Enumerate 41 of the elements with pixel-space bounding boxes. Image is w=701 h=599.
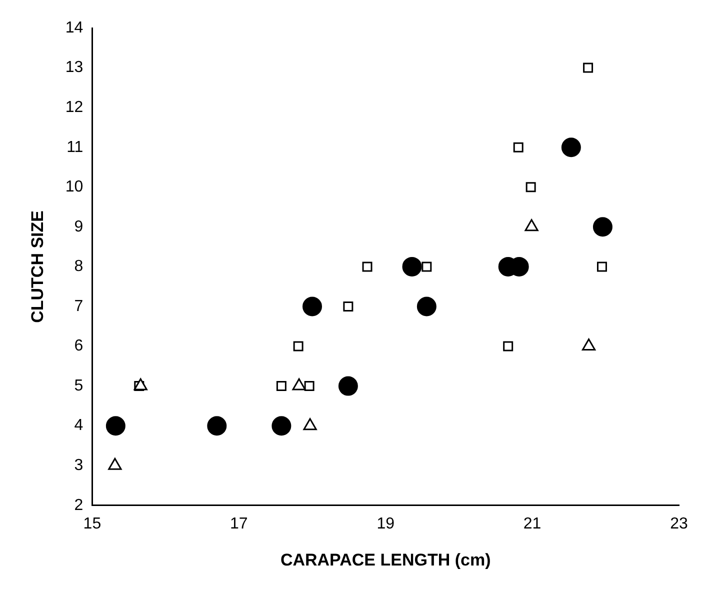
point — [592, 217, 612, 237]
y-tick-label: 11 — [66, 138, 84, 156]
point — [582, 338, 596, 351]
x-axis-title: CARAPACE LENGTH (cm) — [280, 550, 491, 570]
y-tick-label: 14 — [65, 19, 84, 36]
point — [583, 62, 594, 73]
y-tick-label: 7 — [74, 298, 84, 315]
x-tick-label: 15 — [83, 515, 102, 532]
y-tick-label: 4 — [74, 417, 84, 434]
point — [276, 381, 286, 392]
y-tick-label: 10 — [65, 178, 84, 196]
point — [343, 301, 354, 312]
x-tick-label: 21 — [523, 515, 542, 532]
x-tick-label: 23 — [670, 515, 688, 532]
x-tick-label: 17 — [230, 515, 248, 532]
point — [304, 381, 314, 392]
y-tick-label: 13 — [65, 59, 84, 76]
point — [561, 138, 581, 158]
point — [272, 416, 292, 436]
point — [422, 262, 432, 272]
x-tick-label: 19 — [376, 515, 395, 532]
y-tick-label: 6 — [74, 338, 84, 355]
point — [106, 416, 126, 436]
y-tick-label: 8 — [74, 258, 84, 276]
point — [513, 142, 524, 152]
y-tick-label: 3 — [74, 457, 84, 474]
point — [416, 296, 436, 316]
point — [338, 376, 358, 396]
y-axis-title: CLUTCH SIZE — [28, 210, 47, 323]
y-tick-label: 2 — [74, 496, 84, 514]
y-tick-label: 9 — [74, 218, 84, 236]
point — [293, 341, 304, 352]
point — [362, 262, 372, 272]
point — [402, 256, 422, 276]
y-tick-label: 5 — [74, 377, 84, 394]
y-tick-label: 12 — [65, 98, 84, 116]
point — [596, 262, 607, 272]
point — [302, 296, 322, 316]
point — [503, 341, 514, 352]
point — [526, 182, 536, 192]
point — [207, 416, 227, 436]
